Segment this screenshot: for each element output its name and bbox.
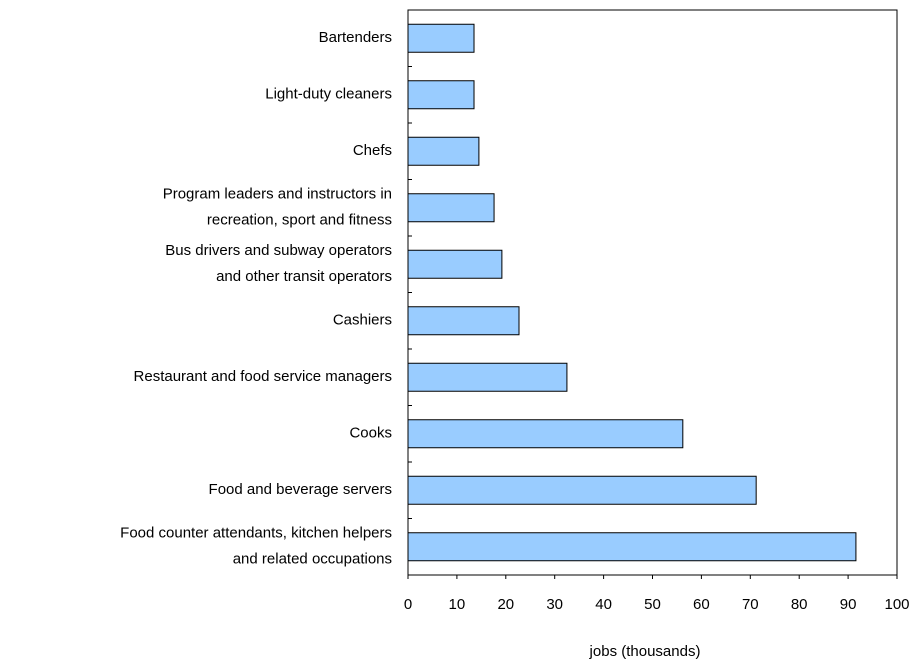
bar <box>407 23 475 53</box>
y-tick-label: Cashiers <box>333 312 392 329</box>
y-tick-label: Food and beverage servers <box>209 481 392 498</box>
y-tick-label: Bartenders <box>319 29 392 46</box>
bar <box>407 193 495 223</box>
bar <box>407 306 520 336</box>
bar <box>407 475 757 505</box>
x-tick-label: 0 <box>404 596 412 613</box>
bar <box>407 419 684 449</box>
y-tick-label: Bus drivers and subway operators <box>165 242 392 259</box>
y-tick-label: Food counter attendants, kitchen helpers <box>120 525 392 542</box>
x-tick-label: 90 <box>840 596 857 613</box>
x-tick-label: 80 <box>791 596 808 613</box>
y-tick-label: and other transit operators <box>216 268 392 285</box>
y-tick-label: recreation, sport and fitness <box>207 212 392 229</box>
y-tick-label: Chefs <box>353 142 392 159</box>
y-tick-label: and related occupations <box>233 551 392 568</box>
x-tick-label: 10 <box>449 596 466 613</box>
x-axis-label: jobs (thousands) <box>589 643 701 660</box>
y-tick-label: Program leaders and instructors in <box>163 186 392 203</box>
x-tick-label: 40 <box>595 596 612 613</box>
bar <box>407 249 503 279</box>
bar <box>407 532 857 562</box>
x-tick-label: 30 <box>546 596 563 613</box>
bar <box>407 362 568 392</box>
x-tick-label: 20 <box>497 596 514 613</box>
x-tick-label: 50 <box>644 596 661 613</box>
bar <box>407 80 475 110</box>
x-tick-label: 70 <box>742 596 759 613</box>
y-tick-label: Cooks <box>349 425 392 442</box>
y-tick-label: Restaurant and food service managers <box>134 368 392 385</box>
y-tick-label: Light-duty cleaners <box>265 86 392 103</box>
bar <box>407 136 480 166</box>
x-tick-label: 100 <box>884 596 909 613</box>
x-tick-label: 60 <box>693 596 710 613</box>
